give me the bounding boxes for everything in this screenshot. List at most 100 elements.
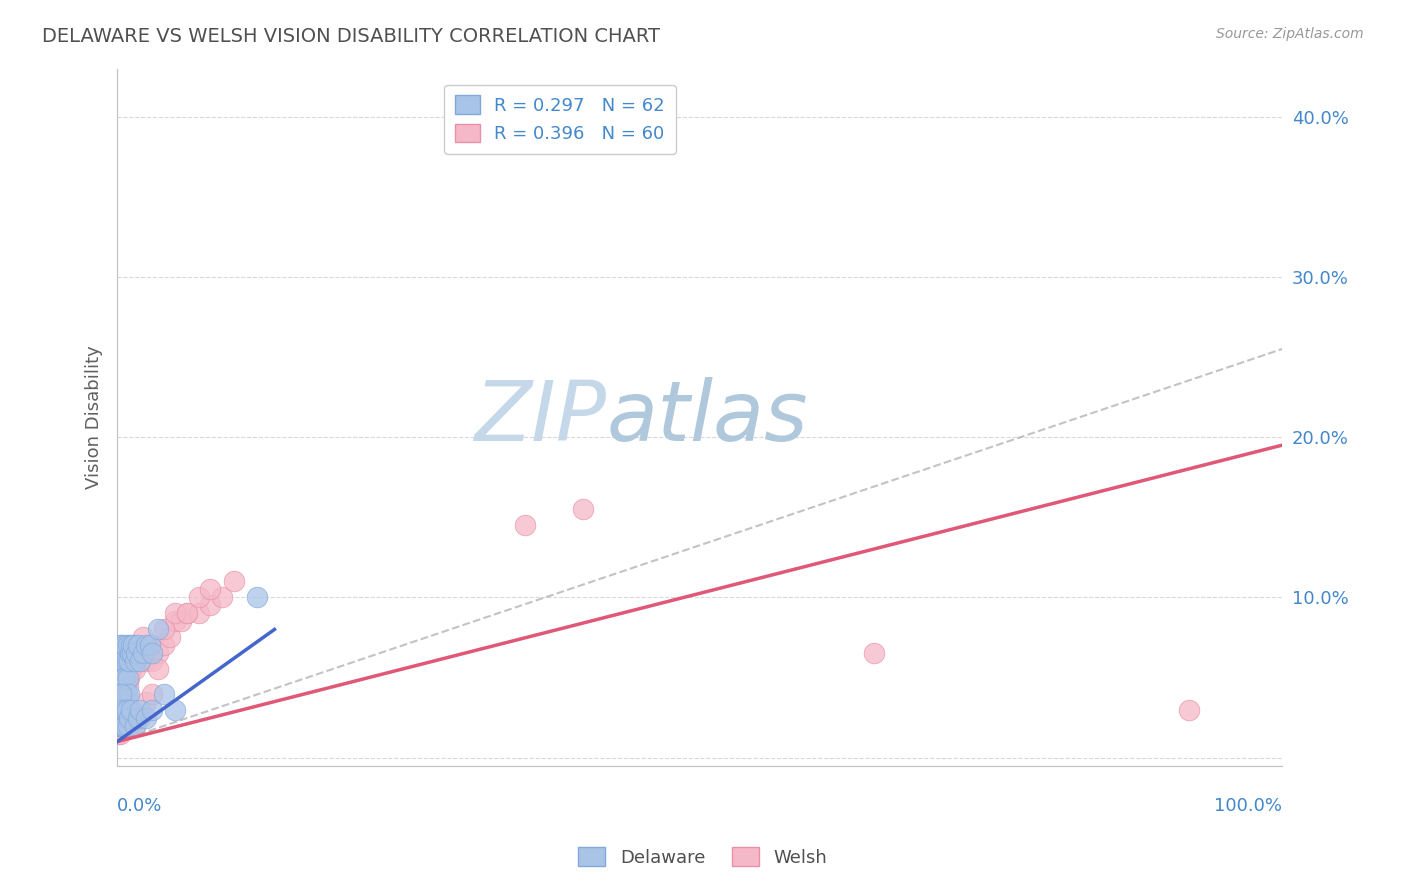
Point xyxy=(246,591,269,605)
Point xyxy=(176,607,198,621)
Point xyxy=(110,687,132,701)
Point xyxy=(114,718,136,732)
Point xyxy=(124,655,146,669)
Point xyxy=(112,687,135,701)
Point xyxy=(111,671,134,685)
Point xyxy=(115,702,138,716)
Point xyxy=(117,718,139,732)
Point xyxy=(139,639,162,653)
Point xyxy=(112,718,135,732)
Text: 0.0%: 0.0% xyxy=(117,797,163,815)
Point xyxy=(146,647,169,661)
Point xyxy=(115,655,138,669)
Point xyxy=(135,639,157,653)
Point xyxy=(111,710,134,724)
Point xyxy=(1178,702,1201,716)
Point xyxy=(124,718,146,732)
Point xyxy=(118,710,141,724)
Point xyxy=(110,702,132,716)
Point xyxy=(111,718,134,732)
Point xyxy=(110,718,132,732)
Point xyxy=(111,687,134,701)
Point xyxy=(108,687,131,701)
Point xyxy=(108,726,131,740)
Point xyxy=(118,663,141,677)
Point xyxy=(111,655,134,669)
Point xyxy=(152,623,174,637)
Point xyxy=(107,718,129,732)
Point xyxy=(129,647,152,661)
Point xyxy=(117,639,139,653)
Point xyxy=(108,702,131,716)
Point xyxy=(127,710,149,724)
Point xyxy=(117,671,139,685)
Point xyxy=(107,694,129,708)
Point xyxy=(120,702,142,716)
Point xyxy=(152,639,174,653)
Point xyxy=(122,639,145,653)
Point xyxy=(129,702,152,716)
Point xyxy=(110,639,132,653)
Point xyxy=(108,639,131,653)
Point xyxy=(135,694,157,708)
Legend: R = 0.297   N = 62, R = 0.396   N = 60: R = 0.297 N = 62, R = 0.396 N = 60 xyxy=(444,85,676,154)
Point xyxy=(121,647,143,661)
Point xyxy=(159,631,181,645)
Point xyxy=(118,687,141,701)
Point xyxy=(111,702,134,716)
Point xyxy=(110,655,132,669)
Point xyxy=(112,694,135,708)
Point xyxy=(127,639,149,653)
Point xyxy=(200,582,222,597)
Point xyxy=(165,615,187,629)
Point xyxy=(132,631,155,645)
Point xyxy=(111,718,134,732)
Point xyxy=(127,639,149,653)
Point xyxy=(141,647,163,661)
Point xyxy=(115,718,138,732)
Point xyxy=(108,671,131,685)
Point xyxy=(165,607,187,621)
Point xyxy=(120,639,142,653)
Point xyxy=(107,726,129,740)
Point xyxy=(111,718,134,732)
Legend: Delaware, Welsh: Delaware, Welsh xyxy=(571,840,835,874)
Point xyxy=(117,679,139,693)
Point xyxy=(165,702,187,716)
Point xyxy=(111,647,134,661)
Point xyxy=(107,655,129,669)
Point xyxy=(121,663,143,677)
Point xyxy=(120,647,142,661)
Point xyxy=(152,687,174,701)
Point xyxy=(108,718,131,732)
Point xyxy=(141,655,163,669)
Point xyxy=(124,718,146,732)
Point xyxy=(120,718,142,732)
Point xyxy=(111,718,134,732)
Point xyxy=(141,687,163,701)
Point xyxy=(200,599,222,613)
Point xyxy=(115,663,138,677)
Point xyxy=(146,663,169,677)
Point xyxy=(135,710,157,724)
Point xyxy=(111,671,134,685)
Point xyxy=(127,710,149,724)
Text: DELAWARE VS WELSH VISION DISABILITY CORRELATION CHART: DELAWARE VS WELSH VISION DISABILITY CORR… xyxy=(42,27,661,45)
Point xyxy=(146,623,169,637)
Point xyxy=(187,607,209,621)
Point xyxy=(118,671,141,685)
Point xyxy=(114,687,136,701)
Point xyxy=(111,702,134,716)
Point xyxy=(108,702,131,716)
Text: atlas: atlas xyxy=(606,376,808,458)
Point xyxy=(118,647,141,661)
Point xyxy=(572,502,595,516)
Point xyxy=(114,671,136,685)
Point xyxy=(115,687,138,701)
Point xyxy=(513,518,536,533)
Point xyxy=(114,639,136,653)
Point xyxy=(139,639,162,653)
Point xyxy=(125,647,148,661)
Point xyxy=(129,710,152,724)
Point xyxy=(107,671,129,685)
